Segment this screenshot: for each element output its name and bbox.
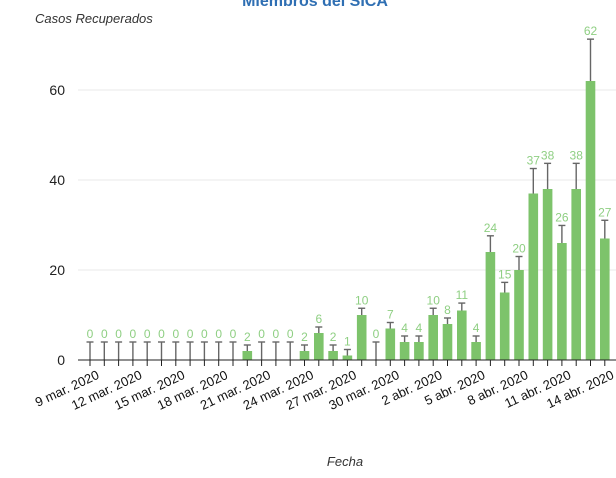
bar — [571, 189, 581, 360]
data-label: 4 — [401, 321, 408, 335]
data-label: 0 — [273, 327, 280, 341]
data-label: 0 — [201, 327, 208, 341]
data-label: 38 — [570, 148, 584, 162]
data-label: 24 — [484, 221, 498, 235]
bar — [356, 315, 367, 360]
data-label: 4 — [416, 321, 423, 335]
data-label: 10 — [427, 293, 441, 307]
bar — [328, 351, 338, 360]
data-label: 0 — [130, 327, 137, 341]
bar — [557, 243, 567, 360]
data-label: 2 — [330, 330, 337, 344]
y-axis: 0 20 40 60 — [49, 82, 65, 368]
data-label: 0 — [101, 327, 108, 341]
data-label: 0 — [258, 327, 265, 341]
y-tick-label: 60 — [49, 82, 65, 98]
data-label: 7 — [387, 308, 394, 322]
gridlines — [78, 89, 616, 271]
data-label: 0 — [115, 327, 122, 341]
data-label: 0 — [172, 327, 179, 341]
data-label: 0 — [187, 327, 194, 341]
chart-title: Miembros del SICA — [242, 0, 388, 10]
data-label: 2 — [244, 330, 251, 344]
bar — [471, 342, 481, 360]
data-label: 4 — [473, 321, 480, 335]
data-label: 62 — [584, 24, 598, 38]
bar — [457, 310, 467, 360]
data-label: 27 — [598, 205, 612, 219]
data-label: 0 — [215, 327, 222, 341]
bar — [499, 292, 510, 360]
data-label: 0 — [87, 327, 94, 341]
bar — [528, 193, 539, 360]
data-label: 11 — [456, 288, 469, 302]
bar — [485, 252, 496, 360]
x-axis-title: Fecha — [327, 454, 363, 469]
y-tick-label: 0 — [57, 352, 65, 368]
data-label: 8 — [444, 303, 451, 317]
data-label: 15 — [498, 267, 512, 281]
bar — [299, 351, 310, 360]
data-label: 0 — [158, 327, 165, 341]
data-label: 0 — [287, 327, 294, 341]
data-label: 0 — [230, 327, 237, 341]
data-label: 2 — [301, 330, 308, 344]
data-label: 38 — [541, 148, 555, 162]
data-label: 37 — [527, 154, 541, 168]
data-label: 10 — [355, 293, 369, 307]
y-axis-title: Casos Recuperados — [35, 11, 153, 26]
data-label: 0 — [144, 327, 151, 341]
bar — [442, 324, 453, 360]
bar — [542, 189, 553, 360]
data-label: 20 — [512, 242, 526, 256]
bar — [242, 351, 253, 360]
bars — [86, 38, 610, 360]
data-label: 0 — [373, 327, 380, 341]
bar — [585, 81, 596, 360]
bar — [600, 238, 610, 360]
y-tick-label: 20 — [49, 262, 65, 278]
y-tick-label: 40 — [49, 172, 65, 188]
bar — [385, 328, 396, 360]
data-label: 1 — [344, 335, 351, 349]
bar — [314, 333, 324, 360]
data-label: 6 — [315, 312, 322, 326]
bar — [414, 342, 424, 360]
bar — [399, 342, 410, 360]
bar — [342, 355, 353, 360]
data-label: 26 — [555, 210, 569, 224]
bar — [428, 315, 438, 360]
bar — [514, 270, 524, 360]
